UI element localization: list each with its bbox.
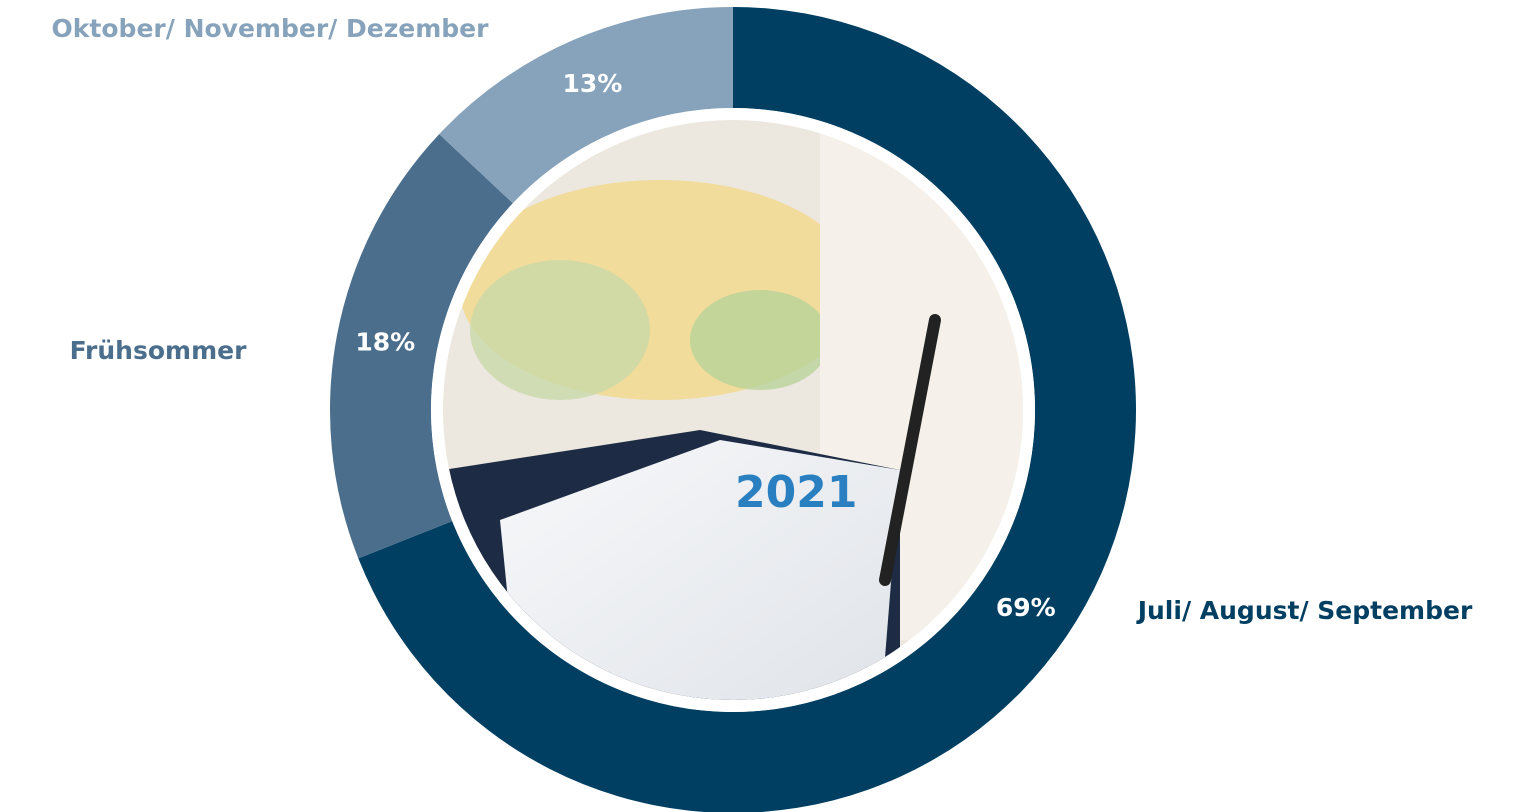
category-label: Frühsommer xyxy=(70,336,248,365)
category-label: Juli/ August/ September xyxy=(1136,596,1473,625)
donut-slice xyxy=(330,134,513,559)
center-photo: 2021 xyxy=(443,120,1023,700)
donut-slice xyxy=(439,7,733,204)
donut xyxy=(330,7,1136,812)
labels: 69% Juli/ August/ September 18% Frühsommer 1… xyxy=(52,14,1473,625)
pen xyxy=(879,314,941,586)
category-label: Oktober/ November/ Dezember xyxy=(52,14,490,43)
value-label: 18% xyxy=(355,328,415,357)
calendar-year: 2021 xyxy=(735,467,857,518)
value-label: 69% xyxy=(996,593,1056,622)
value-label: 13% xyxy=(562,69,622,98)
